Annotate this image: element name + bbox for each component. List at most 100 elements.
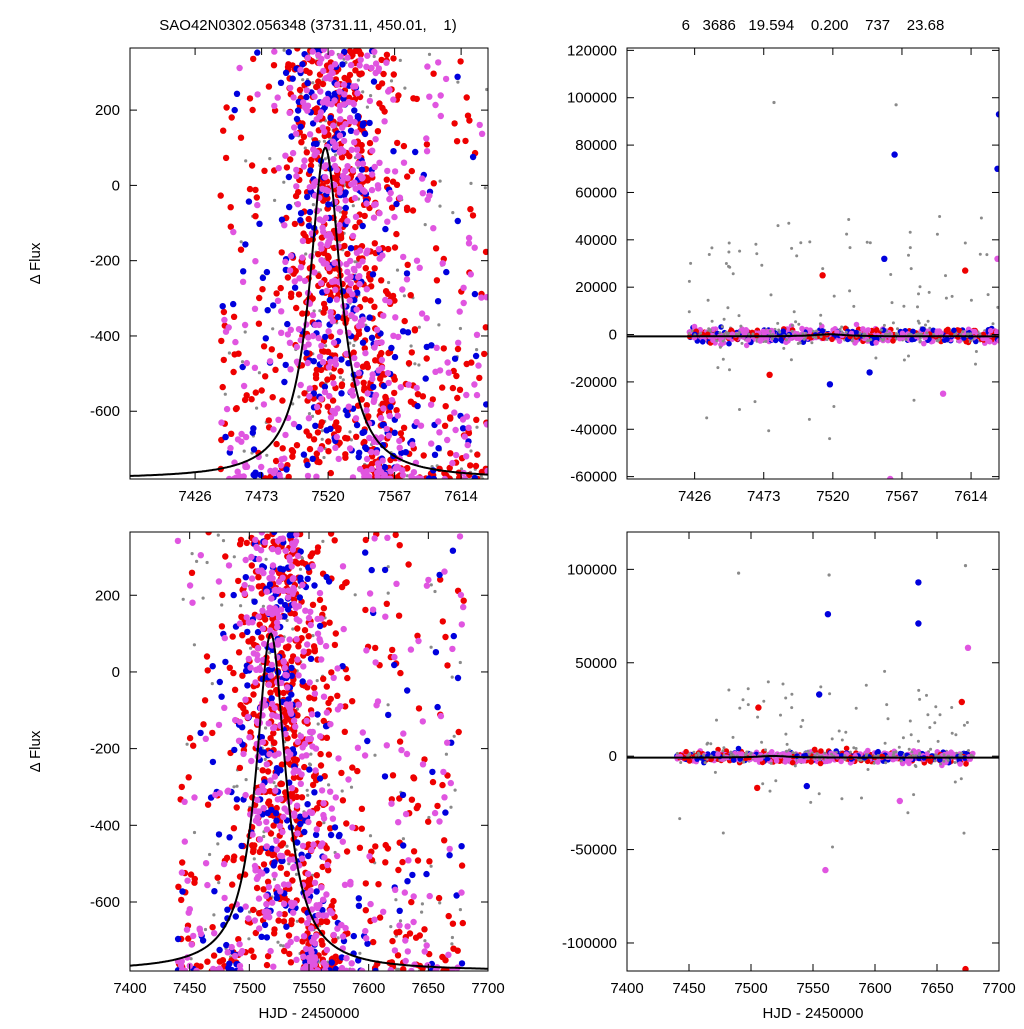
data-point xyxy=(225,949,231,955)
data-point xyxy=(987,293,990,296)
data-point xyxy=(341,243,347,249)
data-point xyxy=(727,251,730,254)
data-point xyxy=(408,292,414,298)
data-point xyxy=(316,679,319,682)
data-point xyxy=(230,301,236,307)
data-point xyxy=(880,329,883,332)
data-point xyxy=(359,826,365,832)
data-point xyxy=(298,917,304,923)
data-point xyxy=(428,440,434,446)
chart-stats-line: 6 3686 19.594 0.200 737 23.68 xyxy=(682,17,945,34)
data-point xyxy=(363,880,369,886)
data-point xyxy=(404,270,410,276)
data-point xyxy=(252,365,258,371)
data-point xyxy=(287,85,293,91)
data-point xyxy=(234,804,240,810)
data-point xyxy=(222,553,228,559)
data-point xyxy=(334,434,340,440)
data-point xyxy=(396,929,402,935)
data-point xyxy=(326,364,332,370)
data-point xyxy=(265,768,271,774)
data-point xyxy=(326,620,332,626)
data-point xyxy=(833,295,836,298)
data-point xyxy=(232,107,238,113)
data-point xyxy=(218,192,224,198)
data-point xyxy=(362,131,368,137)
data-point xyxy=(339,125,345,131)
data-point xyxy=(281,379,287,385)
data-point xyxy=(397,195,403,201)
data-point xyxy=(243,903,249,909)
y-tick-label: 200 xyxy=(95,587,120,604)
data-point xyxy=(447,415,453,421)
data-point xyxy=(778,331,781,334)
data-point xyxy=(238,135,244,141)
data-point xyxy=(363,200,369,206)
data-point xyxy=(344,54,350,60)
data-point xyxy=(228,204,234,210)
data-point xyxy=(254,202,260,208)
data-point xyxy=(307,167,313,173)
y-tick-label: -600 xyxy=(90,403,120,420)
data-point xyxy=(298,124,304,130)
data-point xyxy=(244,682,250,688)
data-point xyxy=(343,205,349,211)
data-point xyxy=(321,694,327,700)
data-point xyxy=(455,346,461,352)
data-point xyxy=(317,88,323,94)
data-point xyxy=(328,313,334,319)
data-point xyxy=(384,535,390,541)
data-point xyxy=(920,326,926,332)
data-point xyxy=(210,663,216,669)
data-point xyxy=(219,592,225,598)
data-point xyxy=(854,322,860,328)
data-point xyxy=(251,599,257,605)
data-point xyxy=(329,279,335,285)
data-point xyxy=(263,819,269,825)
data-point xyxy=(218,419,224,425)
data-point xyxy=(829,337,835,343)
data-point xyxy=(382,773,388,779)
data-point xyxy=(271,48,277,54)
data-point xyxy=(771,337,774,340)
data-point xyxy=(247,186,253,192)
data-point xyxy=(237,620,243,626)
data-point xyxy=(318,396,324,402)
data-point xyxy=(308,622,314,628)
data-point xyxy=(244,360,250,366)
data-point xyxy=(291,421,297,427)
data-point xyxy=(988,328,994,334)
data-point xyxy=(338,146,344,152)
data-point xyxy=(334,167,340,173)
data-point xyxy=(319,225,325,231)
data-point xyxy=(404,878,410,884)
data-point xyxy=(275,298,281,304)
data-point xyxy=(334,665,340,671)
data-point xyxy=(251,446,257,452)
data-point xyxy=(394,140,400,146)
data-point xyxy=(261,861,267,867)
data-point xyxy=(400,842,406,848)
data-point xyxy=(222,635,228,641)
data-point xyxy=(406,360,412,366)
data-point xyxy=(382,859,388,865)
data-point xyxy=(481,351,487,357)
data-point xyxy=(382,614,388,620)
data-point xyxy=(427,893,433,899)
data-point xyxy=(738,408,741,411)
data-point xyxy=(293,167,299,173)
data-point xyxy=(337,189,343,195)
data-point xyxy=(372,265,378,271)
data-point xyxy=(301,78,304,81)
data-point xyxy=(347,445,353,451)
y-tick-label: -20000 xyxy=(570,374,617,391)
data-point xyxy=(307,809,313,815)
data-point xyxy=(819,322,822,325)
data-point xyxy=(305,576,311,582)
data-point xyxy=(329,805,335,811)
data-point xyxy=(233,913,239,919)
data-point xyxy=(278,330,284,336)
data-point xyxy=(271,103,277,109)
data-point xyxy=(266,417,272,423)
